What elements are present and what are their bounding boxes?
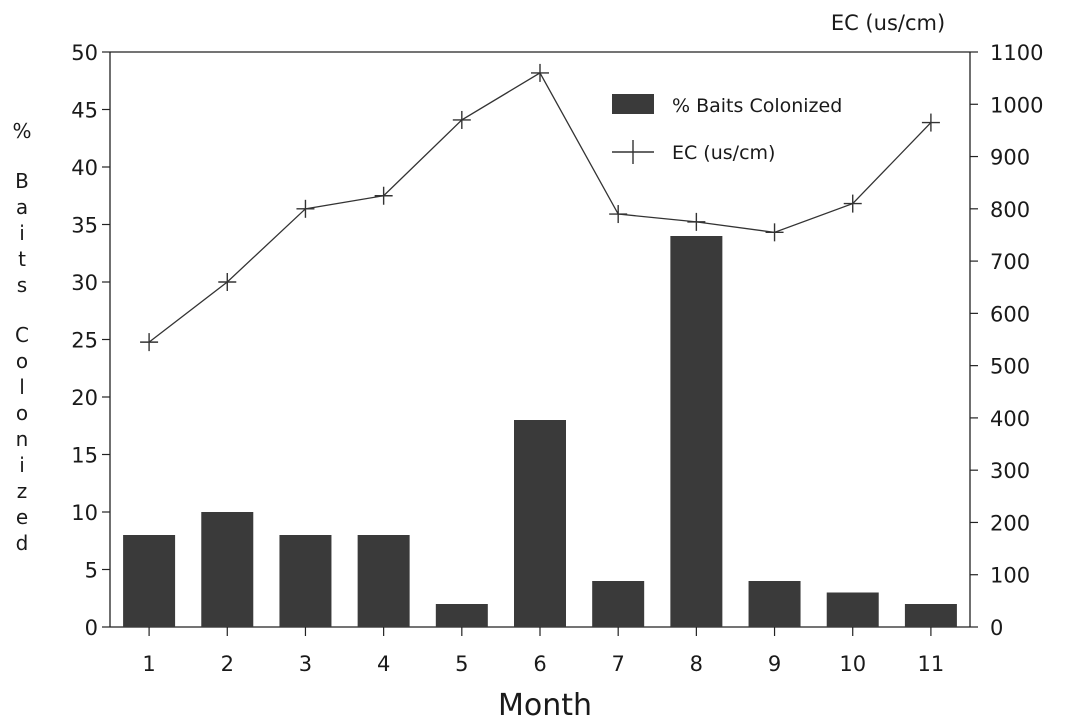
- left-axis-title-char: o: [16, 349, 28, 373]
- left-tick-label: 5: [85, 559, 98, 583]
- left-tick-label: 30: [71, 271, 98, 295]
- x-tick-label: 11: [918, 652, 945, 676]
- bar-month-7: [592, 581, 645, 627]
- right-tick-label: 400: [990, 407, 1030, 431]
- x-tick-label: 9: [768, 652, 781, 676]
- left-tick-label: 50: [71, 41, 98, 65]
- left-tick-label: 35: [71, 214, 98, 238]
- ec-marker-month-2: [218, 273, 237, 291]
- left-axis-title-char: n: [16, 427, 29, 451]
- legend-label-bars: % Baits Colonized: [672, 95, 842, 117]
- bar-month-5: [435, 604, 488, 627]
- bar-month-8: [670, 236, 723, 627]
- left-tick-label: 10: [71, 501, 98, 525]
- ec-marker-month-4: [374, 186, 393, 205]
- right-tick-label: 100: [990, 564, 1030, 588]
- right-tick-label: 800: [990, 198, 1030, 222]
- right-tick-label: 700: [990, 250, 1030, 274]
- right-tick-label: 600: [990, 302, 1030, 326]
- bar-month-9: [748, 581, 801, 627]
- x-tick-label: 4: [377, 652, 390, 676]
- ec-marker-month-6: [531, 63, 549, 82]
- ec-marker-month-10: [843, 194, 862, 213]
- left-axis-title-char: i: [19, 453, 25, 477]
- right-tick-label: 200: [990, 511, 1030, 535]
- legend-label-line: EC (us/cm): [672, 142, 775, 164]
- left-axis-title-char: e: [16, 505, 28, 529]
- x-tick-label: 8: [690, 652, 703, 676]
- x-tick-label: 6: [533, 652, 546, 676]
- ec-marker-month-5: [452, 110, 471, 129]
- left-tick-label: 15: [71, 444, 98, 468]
- right-tick-label: 1100: [990, 41, 1043, 65]
- left-axis-title-char: C: [15, 323, 29, 347]
- x-tick-label: 10: [839, 652, 866, 676]
- right-tick-label: 500: [990, 355, 1030, 379]
- ec-marker-month-11: [921, 113, 940, 132]
- left-axis-title-char: o: [16, 401, 28, 425]
- bar-series: [123, 236, 957, 627]
- left-axis-title-char: l: [19, 375, 25, 399]
- left-tick-label: 40: [71, 156, 98, 180]
- x-tick-label: 1: [142, 652, 155, 676]
- ec-marker-month-3: [296, 199, 315, 218]
- line-series: [140, 63, 940, 352]
- bar-month-4: [357, 535, 410, 627]
- right-axis-title: EC (us/cm): [831, 11, 945, 35]
- ec-marker-month-9: [765, 223, 784, 242]
- x-axis: 1 2 3 4 5 6 7 8 9 10 11: [142, 627, 944, 676]
- left-axis-title-char: %: [12, 119, 31, 143]
- left-axis-title-char: B: [15, 169, 29, 193]
- x-tick-label: 7: [611, 652, 624, 676]
- right-tick-label: 1000: [990, 93, 1043, 117]
- left-tick-label: 45: [71, 99, 98, 123]
- left-tick-label: 20: [71, 386, 98, 410]
- right-tick-label: 0: [990, 616, 1003, 640]
- left-axis-title-char: d: [16, 531, 29, 555]
- left-tick-label: 0: [85, 616, 98, 640]
- left-axis-title-char: z: [17, 479, 28, 503]
- right-tick-label: 900: [990, 146, 1030, 170]
- bar-month-3: [279, 535, 332, 627]
- left-axis-title-char: s: [17, 273, 27, 297]
- bar-month-10: [826, 592, 879, 627]
- right-tick-label: 300: [990, 459, 1030, 483]
- left-axis-title-char: i: [19, 221, 25, 245]
- left-axis-title-char: t: [18, 247, 26, 271]
- ec-marker-month-1: [140, 333, 159, 352]
- left-axis: 0 5 10 15 20 25 30 35 40 45 50: [71, 41, 110, 640]
- bar-month-1: [123, 535, 176, 627]
- left-tick-label: 25: [71, 329, 98, 353]
- ec-marker-month-8: [687, 212, 706, 231]
- x-tick-label: 3: [299, 652, 312, 676]
- legend: % Baits Colonized EC (us/cm): [612, 94, 842, 164]
- bar-month-11: [904, 604, 957, 627]
- left-axis-title-char: a: [16, 195, 28, 219]
- bar-month-6: [514, 420, 566, 627]
- right-axis: 0 100 200 300 400 500 600 700 800 900 1000 1100: [970, 41, 1043, 640]
- ec-marker-month-7: [609, 205, 628, 224]
- legend-swatch-bars: [612, 94, 654, 114]
- x-tick-label: 2: [221, 652, 234, 676]
- bar-month-2: [201, 512, 254, 627]
- x-tick-label: 5: [455, 652, 468, 676]
- x-axis-title: Month: [498, 688, 592, 722]
